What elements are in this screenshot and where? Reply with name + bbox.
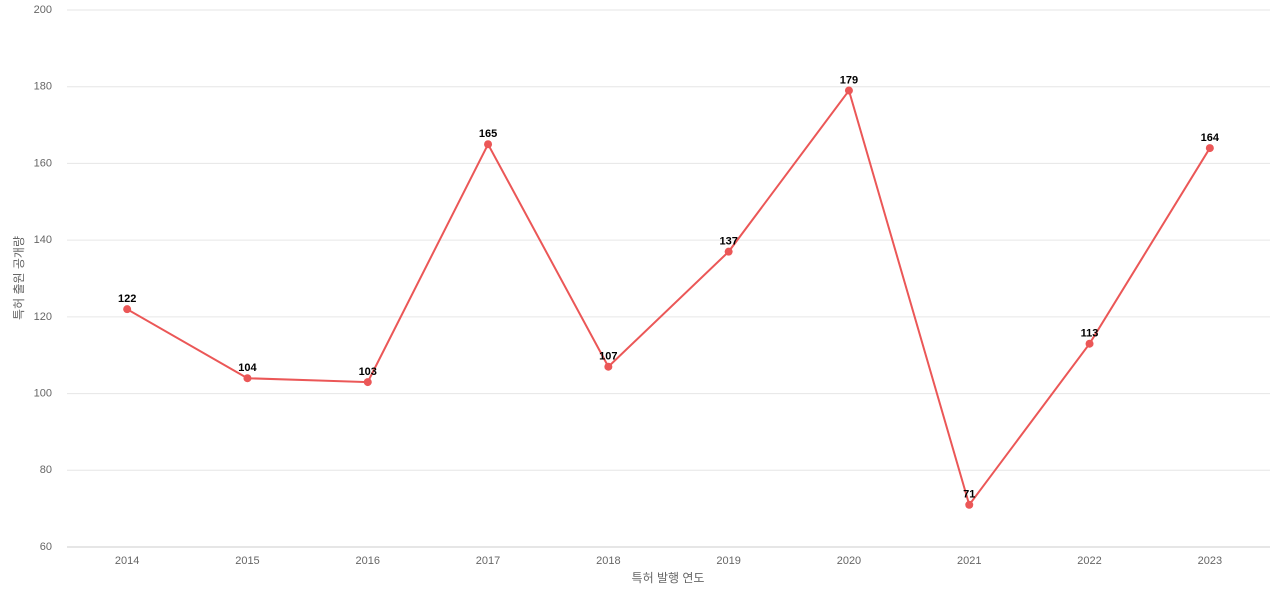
point [243,374,252,383]
y-tick-label: 180 [34,81,52,93]
y-tick-label: 160 [34,157,52,169]
y-tick-label: 120 [34,311,52,323]
value-label: 164 [1201,132,1220,144]
x-tick-label: 2016 [356,555,380,567]
point [604,362,613,371]
value-label: 137 [719,236,737,248]
x-tick-label: 2023 [1198,555,1222,567]
point [724,247,733,256]
x-tick-label: 2017 [476,555,500,567]
y-tick-label: 100 [34,387,52,399]
point [484,140,493,149]
value-label: 165 [479,128,497,140]
y-tick-label: 60 [40,541,52,553]
y-tick-label: 80 [40,464,52,476]
point [363,378,372,387]
value-label: 122 [118,293,136,305]
point [123,305,132,314]
point [1085,339,1094,348]
point [965,500,974,509]
value-label: 104 [238,362,257,374]
x-tick-label: 2020 [837,555,861,567]
value-label: 113 [1081,328,1099,340]
point [1205,144,1214,153]
x-axis-title: 특허 발행 연도 [632,570,705,585]
value-label: 103 [359,366,377,378]
value-label: 179 [840,74,858,86]
y-tick-label: 200 [34,4,52,16]
point [844,86,853,95]
value-label: 107 [599,351,617,363]
x-tick-label: 2019 [716,555,740,567]
x-tick-label: 2022 [1077,555,1101,567]
x-tick-label: 2021 [957,555,981,567]
line [126,88,1211,508]
value-label: 71 [963,489,975,501]
x-tick-label: 2014 [115,555,139,567]
x-tick-label: 2015 [235,555,259,567]
y-tick-label: 140 [34,234,52,246]
y-axis-title: 특허 출원 공개량 [12,236,26,320]
x-tick-label: 2018 [596,555,620,567]
